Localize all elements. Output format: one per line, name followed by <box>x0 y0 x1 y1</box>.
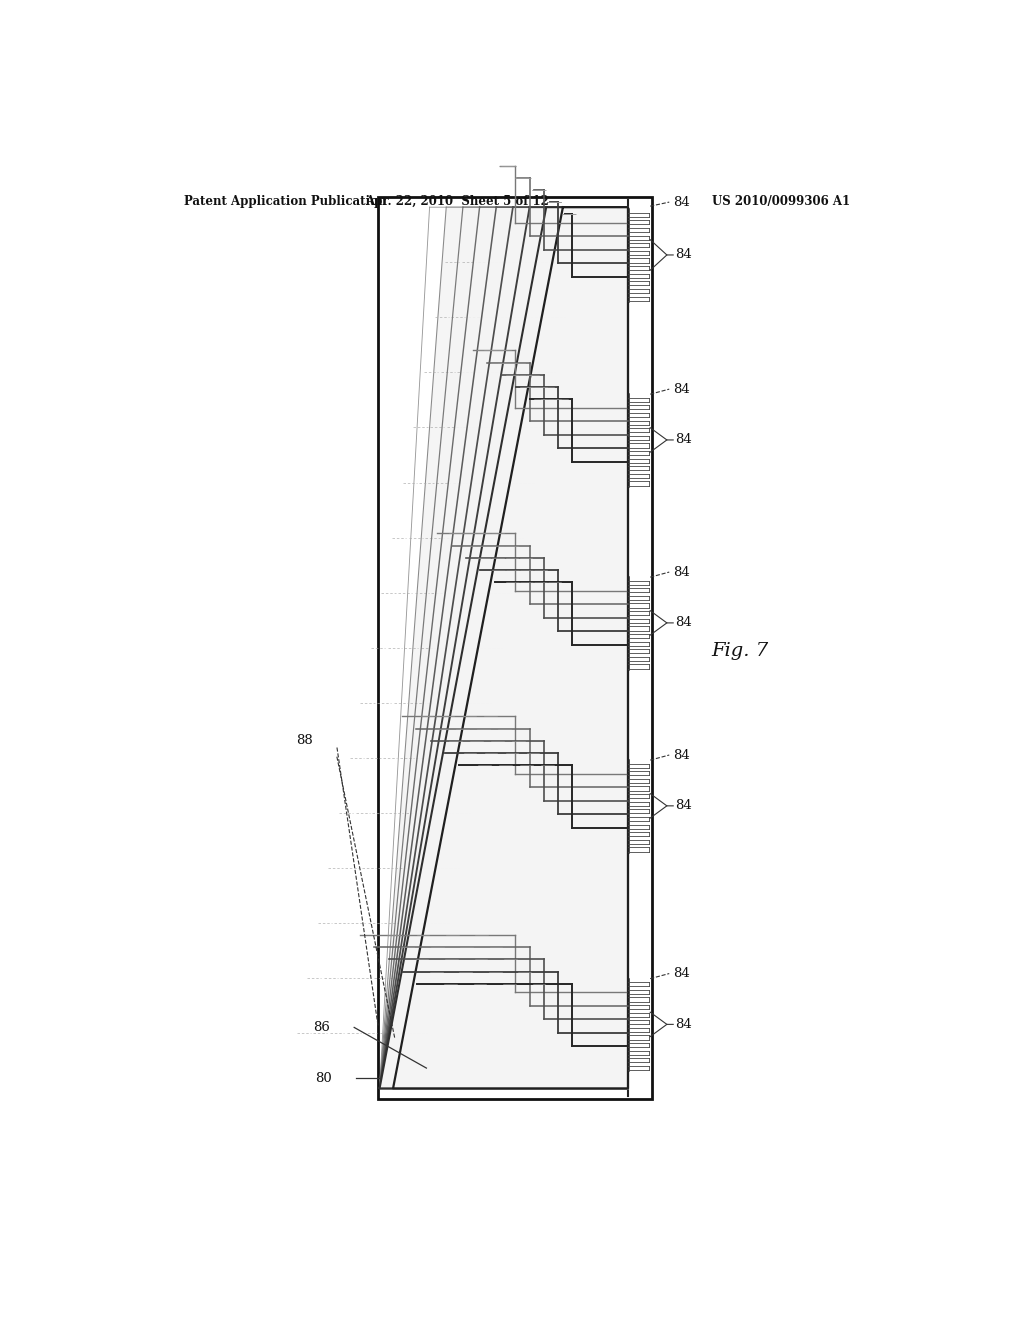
Text: 88: 88 <box>296 734 313 747</box>
Text: 84: 84 <box>675 433 691 446</box>
Text: 84: 84 <box>673 748 690 762</box>
Polygon shape <box>393 207 628 1089</box>
Polygon shape <box>380 207 628 1089</box>
Text: 84: 84 <box>675 616 691 630</box>
Polygon shape <box>380 207 628 1089</box>
Text: 84: 84 <box>673 195 690 209</box>
Text: 84: 84 <box>675 248 691 261</box>
Polygon shape <box>380 207 628 1089</box>
Polygon shape <box>380 207 628 1089</box>
Polygon shape <box>380 207 628 1089</box>
Text: 84: 84 <box>675 1018 691 1031</box>
Text: 84: 84 <box>673 968 690 979</box>
Text: US 2010/0099306 A1: US 2010/0099306 A1 <box>712 194 850 207</box>
Text: 80: 80 <box>315 1072 332 1085</box>
Polygon shape <box>380 207 628 1089</box>
Text: Patent Application Publication: Patent Application Publication <box>183 194 386 207</box>
Text: Apr. 22, 2010  Sheet 5 of 12: Apr. 22, 2010 Sheet 5 of 12 <box>366 194 549 207</box>
Text: Fig. 7: Fig. 7 <box>712 643 768 660</box>
Text: 84: 84 <box>675 800 691 812</box>
Bar <box>378 197 651 1098</box>
Polygon shape <box>380 207 628 1089</box>
Text: 86: 86 <box>313 1020 331 1034</box>
Polygon shape <box>380 207 628 1089</box>
Text: 84: 84 <box>673 565 690 578</box>
Text: 84: 84 <box>673 383 690 396</box>
